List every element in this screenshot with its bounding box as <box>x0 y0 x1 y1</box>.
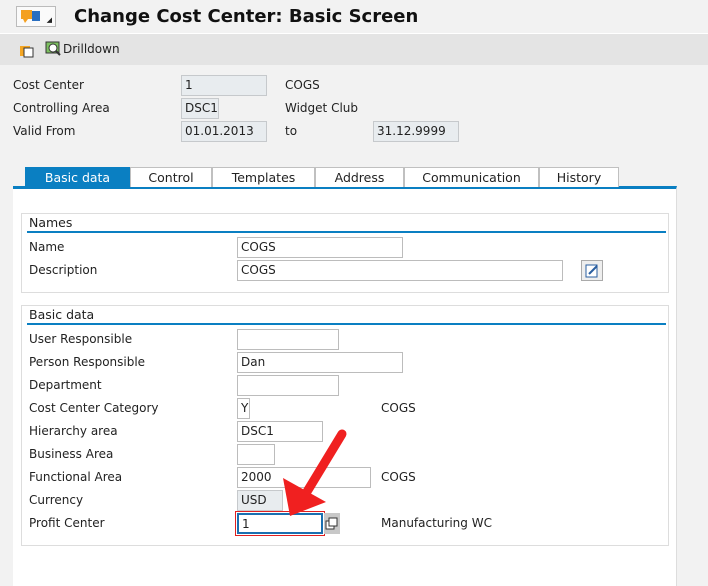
tab-basic-data[interactable]: Basic data <box>25 167 130 187</box>
description-field[interactable]: COGS <box>237 260 563 281</box>
profit-center-label: Profit Center <box>29 516 105 530</box>
sap-menu-icon <box>21 10 40 23</box>
business-area-label: Business Area <box>29 447 114 461</box>
cost-center-label: Cost Center <box>13 78 84 92</box>
department-label: Department <box>29 378 102 392</box>
drilldown-label: Drilldown <box>63 42 120 56</box>
functional-area-field[interactable]: 2000 <box>237 467 371 488</box>
edit-text-button[interactable] <box>581 260 603 281</box>
profit-center-field[interactable]: 1 <box>235 511 325 536</box>
page-title: Change Cost Center: Basic Screen <box>74 6 419 27</box>
new-object-icon[interactable] <box>19 42 35 58</box>
hierarchy-area-field[interactable]: DSC1 <box>237 421 323 442</box>
controlling-area-desc: Widget Club <box>285 101 359 115</box>
currency-label: Currency <box>29 493 84 507</box>
basic-data-group-title: Basic data <box>27 306 666 325</box>
edit-icon <box>585 264 598 278</box>
tab-history[interactable]: History <box>539 167 619 187</box>
drilldown-icon <box>45 41 61 56</box>
names-group-title: Names <box>27 214 666 233</box>
to-label: to <box>285 124 298 138</box>
tab-communication[interactable]: Communication <box>404 167 539 187</box>
currency-field[interactable]: USD <box>237 490 283 511</box>
user-responsible-label: User Responsible <box>29 332 133 346</box>
menu-button[interactable]: ◢ <box>16 6 56 27</box>
title-bar: ◢ Change Cost Center: Basic Screen <box>0 0 708 34</box>
toolbar: Drilldown <box>0 34 708 65</box>
cost-center-category-desc: COGS <box>381 401 416 415</box>
cost-center-desc: COGS <box>285 78 320 92</box>
hierarchy-area-label: Hierarchy area <box>29 424 118 438</box>
valid-from-label: Valid From <box>13 124 76 138</box>
cost-center-field[interactable]: 1 <box>181 75 267 96</box>
cost-center-category-field[interactable]: Y <box>237 398 250 419</box>
basic-data-group: Basic data <box>21 305 669 546</box>
cost-center-category-label: Cost Center Category <box>29 401 159 415</box>
dropdown-icon: ◢ <box>46 16 52 24</box>
controlling-area-field[interactable]: DSC1 <box>181 98 219 119</box>
tab-templates[interactable]: Templates <box>212 167 315 187</box>
business-area-field[interactable] <box>237 444 275 465</box>
name-field[interactable]: COGS <box>237 237 403 258</box>
valid-to-field[interactable]: 31.12.9999 <box>373 121 459 142</box>
profit-center-desc: Manufacturing WC <box>381 516 492 530</box>
value-help-button[interactable] <box>324 513 340 534</box>
description-label: Description <box>29 263 98 277</box>
value-help-icon <box>325 517 338 530</box>
controlling-area-label: Controlling Area <box>13 101 110 115</box>
tab-control[interactable]: Control <box>130 167 212 187</box>
tab-address[interactable]: Address <box>315 167 404 187</box>
name-label: Name <box>29 240 65 254</box>
department-field[interactable] <box>237 375 339 396</box>
user-responsible-field[interactable] <box>237 329 339 350</box>
functional-area-desc: COGS <box>381 470 416 484</box>
person-responsible-field[interactable]: Dan <box>237 352 403 373</box>
drilldown-button[interactable]: Drilldown <box>45 41 120 59</box>
valid-from-field[interactable]: 01.01.2013 <box>181 121 267 142</box>
person-responsible-label: Person Responsible <box>29 355 146 369</box>
functional-area-label: Functional Area <box>29 470 123 484</box>
